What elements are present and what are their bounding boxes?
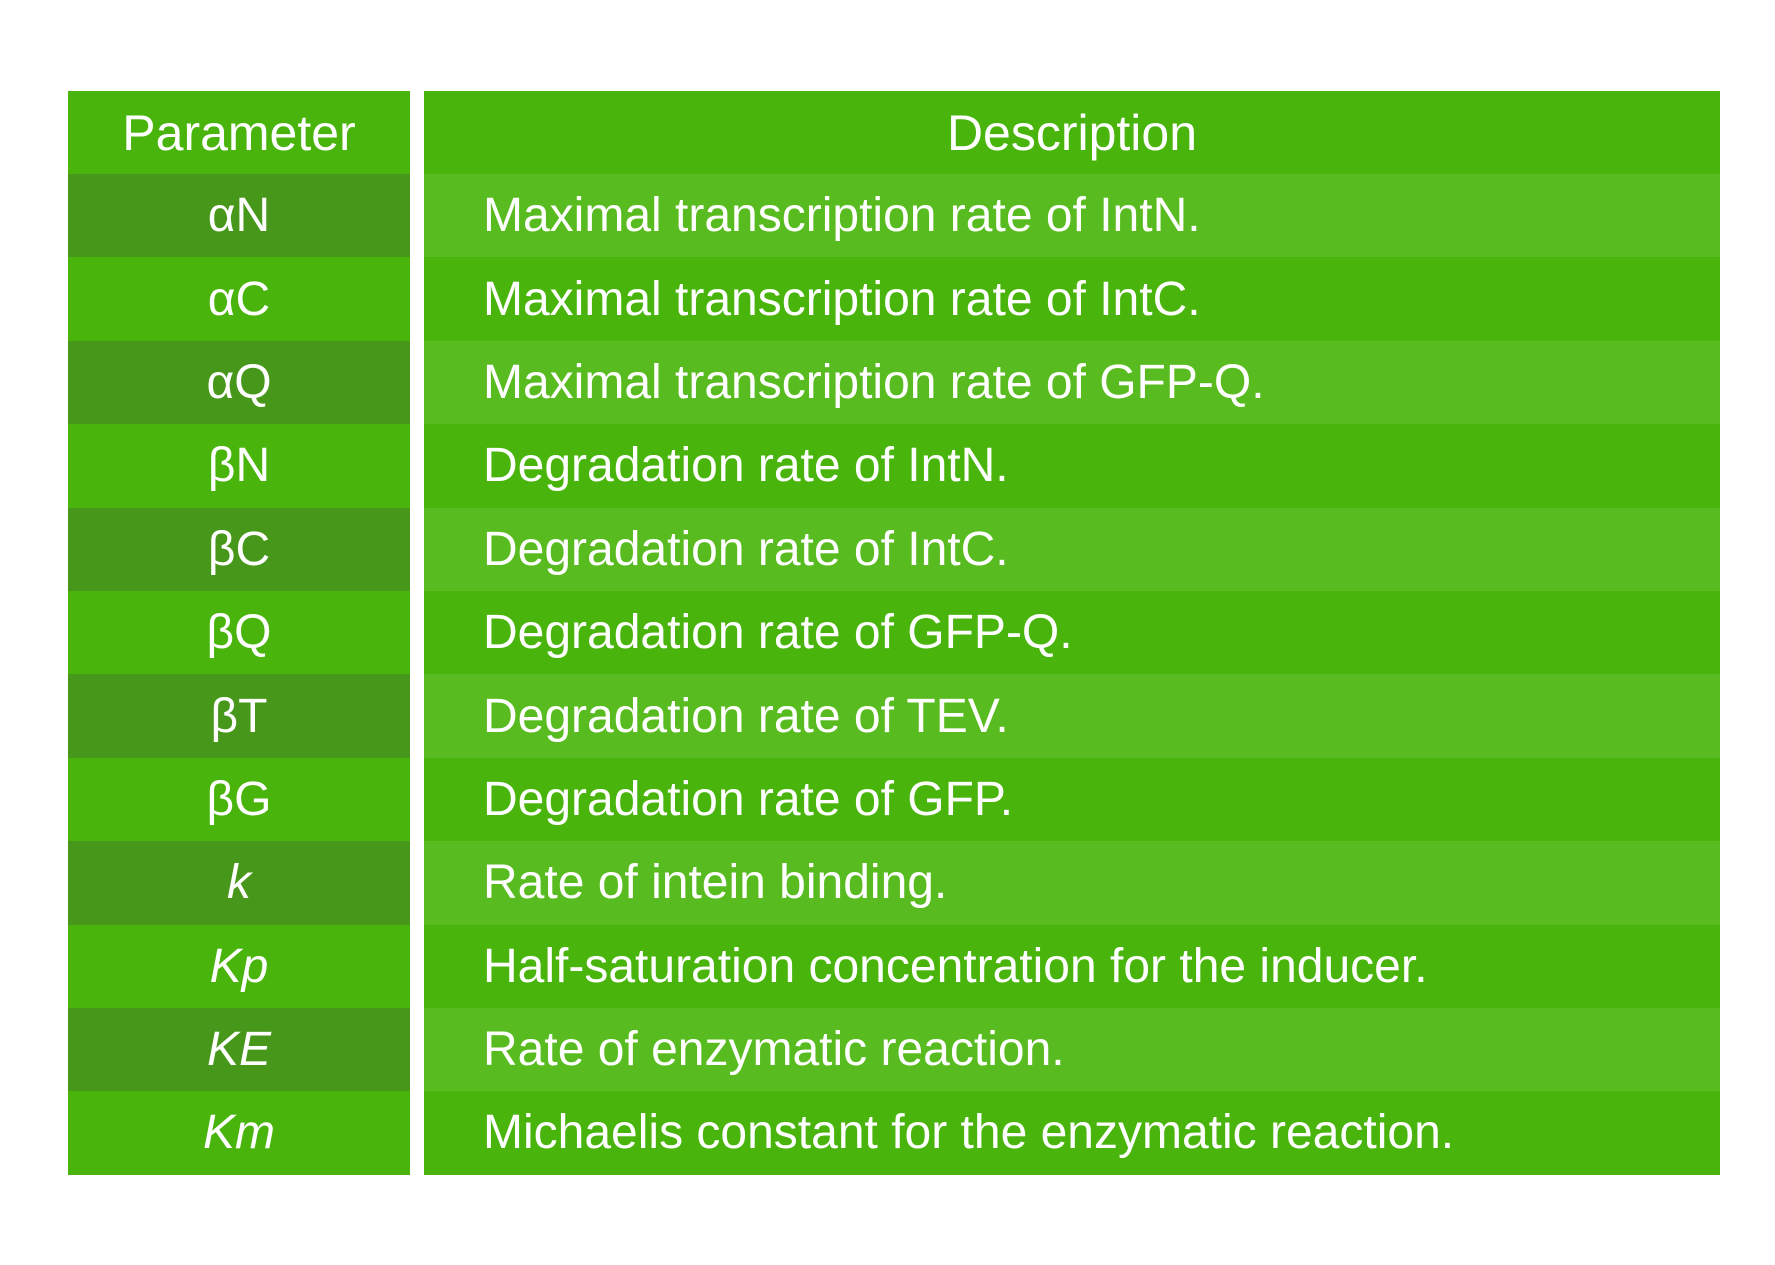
- parameter-cell: βN: [68, 424, 410, 508]
- parameter-cell: αN: [68, 174, 410, 258]
- description-header: Description: [424, 91, 1720, 174]
- parameter-cell: βQ: [68, 590, 410, 675]
- parameter-cell: αQ: [68, 340, 410, 425]
- parameter-cell: k: [68, 841, 410, 925]
- description-cell: Degradation rate of GFP.: [424, 757, 1720, 842]
- description-cell: Degradation rate of IntN.: [424, 424, 1720, 508]
- description-cell: Rate of intein binding.: [424, 841, 1720, 925]
- parameter-cell: βC: [68, 507, 410, 591]
- description-cell: Maximal transcription rate of IntN.: [424, 174, 1720, 258]
- parameter-header: Parameter: [68, 91, 410, 174]
- parameter-cell: Kp: [68, 924, 410, 1008]
- description-cell: Michaelis constant for the enzymatic rea…: [424, 1091, 1720, 1175]
- description-cell: Degradation rate of TEV.: [424, 674, 1720, 758]
- description-cell: Degradation rate of IntC.: [424, 507, 1720, 591]
- parameter-cell: αC: [68, 257, 410, 341]
- parameter-table: Parameter αN αC αQ βN βC βQ βT βG k Kp K…: [68, 91, 1720, 1175]
- description-cell: Rate of enzymatic reaction.: [424, 1007, 1720, 1092]
- description-column: Description Maximal transcription rate o…: [424, 91, 1720, 1175]
- description-cell: Maximal transcription rate of GFP-Q.: [424, 340, 1720, 425]
- description-cell: Maximal transcription rate of IntC.: [424, 257, 1720, 341]
- parameter-cell: KE: [68, 1007, 410, 1092]
- description-cell: Half-saturation concentration for the in…: [424, 924, 1720, 1008]
- parameter-cell: βT: [68, 674, 410, 758]
- parameter-column: Parameter αN αC αQ βN βC βQ βT βG k Kp K…: [68, 91, 410, 1175]
- parameter-cell: Km: [68, 1091, 410, 1175]
- description-cell: Degradation rate of GFP-Q.: [424, 590, 1720, 675]
- parameter-cell: βG: [68, 757, 410, 842]
